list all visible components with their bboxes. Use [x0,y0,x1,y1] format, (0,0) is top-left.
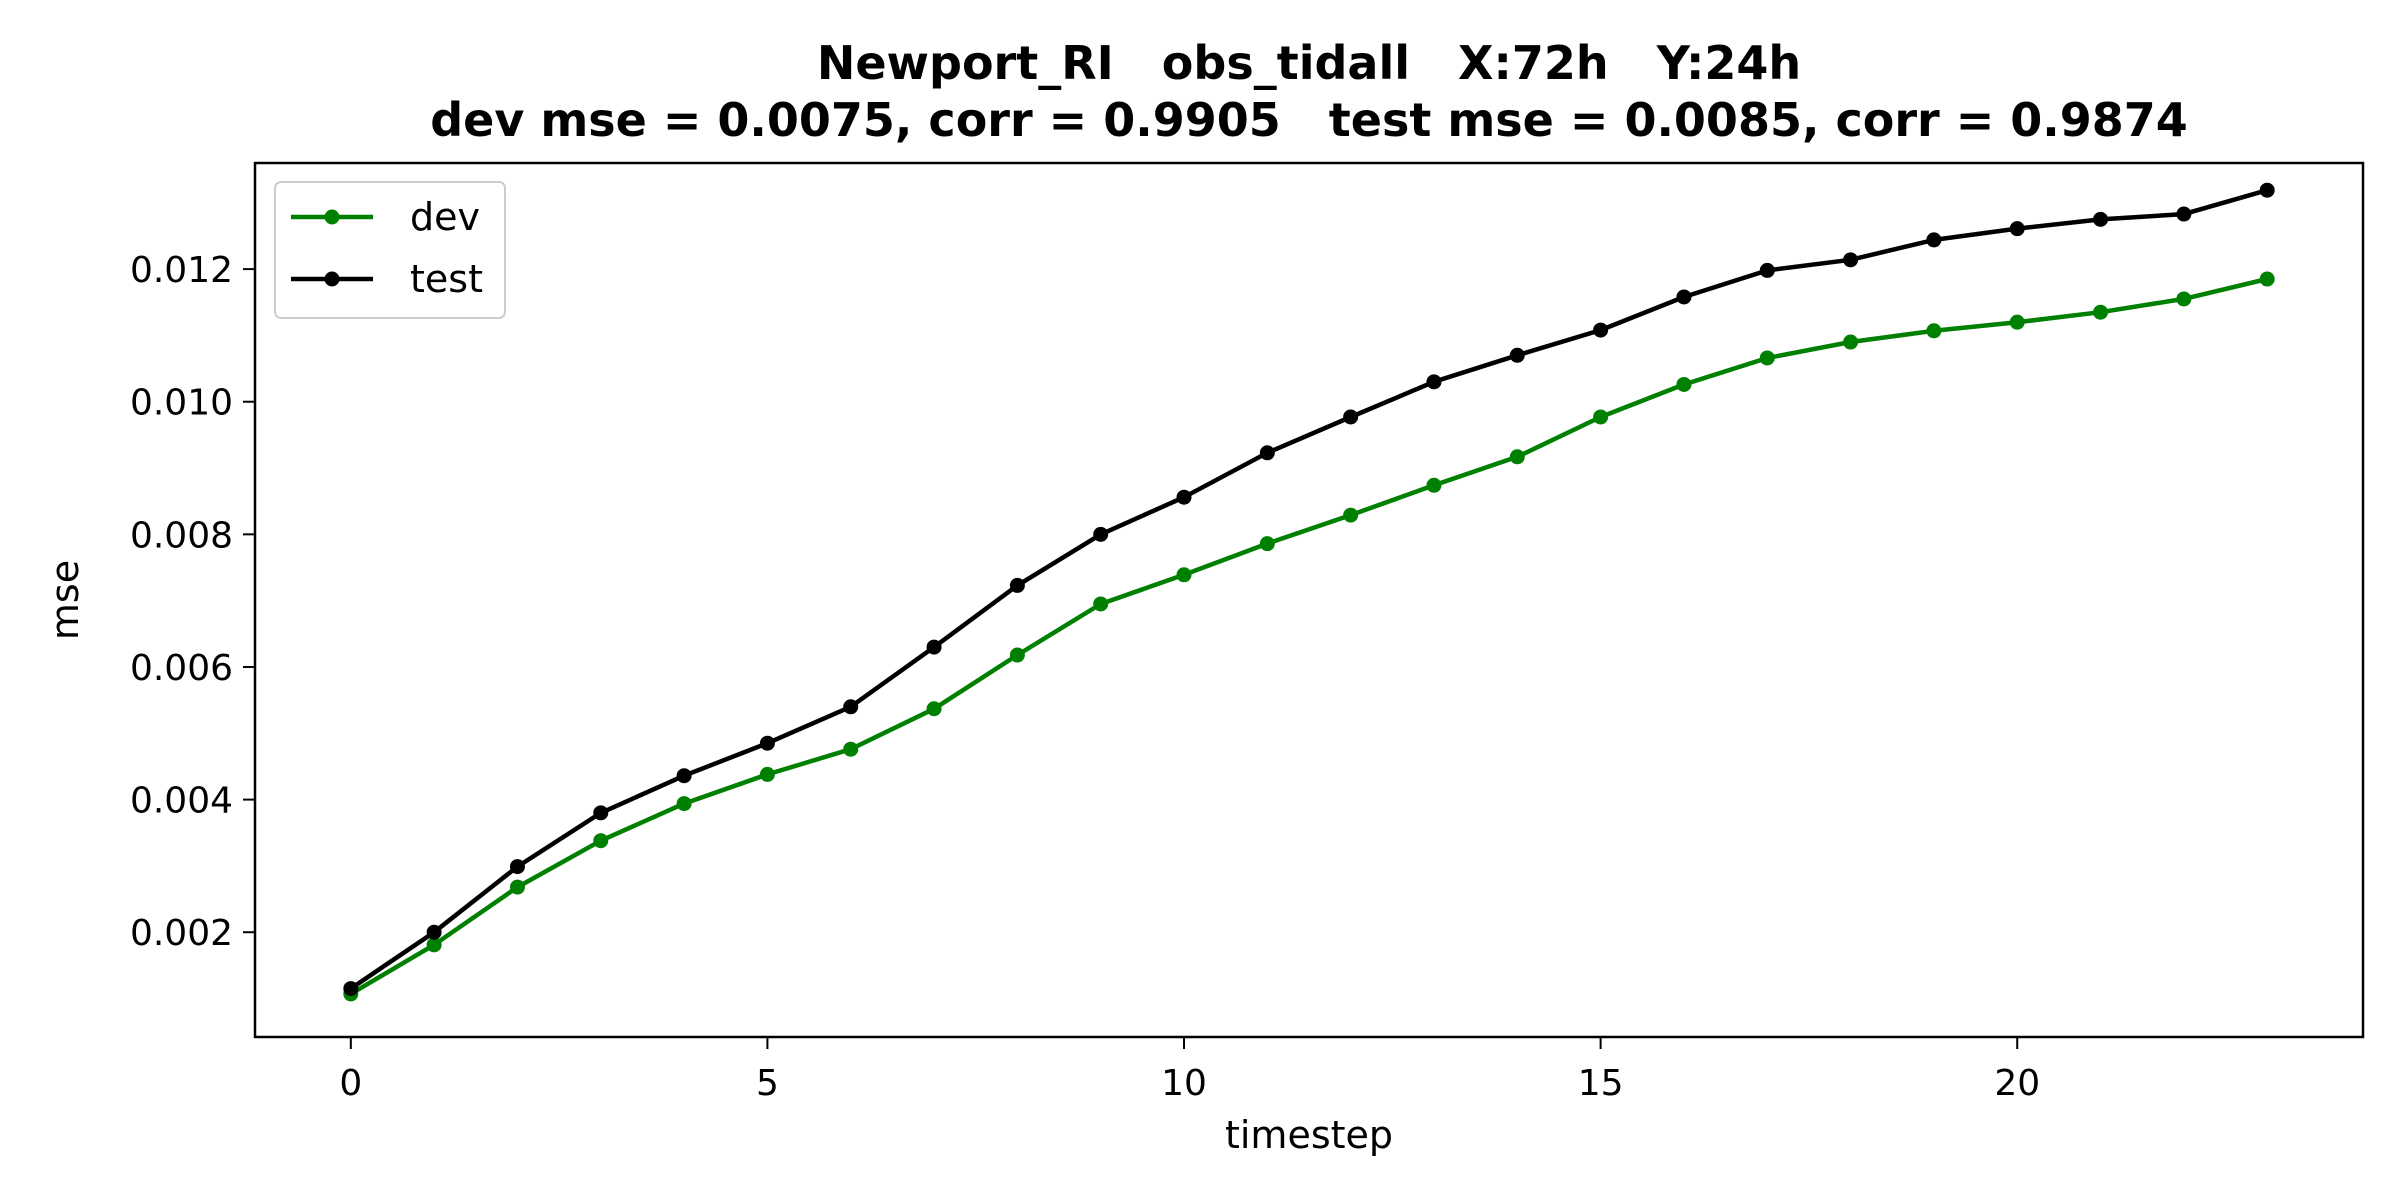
data-point-dev [1176,567,1192,583]
x-tick-label: 10 [1161,1063,1207,1104]
legend-label-dev: dev [410,195,480,239]
data-point-test [2176,206,2192,222]
data-point-dev [1676,376,1692,392]
data-point-dev [2009,314,2025,330]
data-point-test [1926,232,1942,248]
x-tick-label: 20 [1994,1063,2040,1104]
chart-subtitle: dev mse = 0.0075, corr = 0.9905 test mse… [430,93,2188,147]
data-point-test [1676,289,1692,305]
x-axis-label: timestep [1225,1113,1393,1157]
x-tick-label: 15 [1578,1063,1624,1104]
data-point-dev [1509,449,1525,465]
data-point-test [759,735,775,751]
legend-label-test: test [410,257,483,301]
legend-marker-test [324,271,340,287]
data-point-test [1759,262,1775,278]
data-point-test [926,639,942,655]
data-point-dev [1009,647,1025,663]
data-point-test [1009,577,1025,593]
data-point-dev [2093,304,2109,320]
data-point-dev [759,766,775,782]
y-tick-label: 0.012 [130,250,233,291]
data-point-test [1093,526,1109,542]
data-point-dev [926,701,942,717]
data-point-test [343,981,359,997]
data-point-test [1426,374,1442,390]
x-tick-label: 0 [339,1063,362,1104]
series-line-test [349,188,2268,991]
data-point-dev [1343,507,1359,523]
y-tick-label: 0.008 [130,515,233,556]
series-line-dev [349,276,2268,996]
data-point-test [2259,182,2275,198]
data-point-test [509,859,525,875]
data-point-test [1343,409,1359,425]
chart-title: Newport_RI obs_tidall X:72h Y:24h [817,36,1801,90]
data-point-test [843,699,859,715]
legend-marker-dev [324,209,340,225]
data-point-dev [1093,596,1109,612]
data-point-test [426,924,442,940]
data-point-test [676,768,692,784]
data-point-dev [426,937,442,953]
data-point-test [1593,322,1609,338]
data-point-dev [1759,350,1775,366]
data-point-dev [1843,334,1859,350]
y-tick-label: 0.004 [130,781,233,822]
data-point-dev [843,741,859,757]
data-point-dev [2259,271,2275,287]
plot-frame [253,161,2365,1039]
y-tick-label: 0.010 [130,383,233,424]
x-tick-label: 5 [756,1063,779,1104]
data-point-dev [593,833,609,849]
y-tick-label: 0.002 [130,913,233,954]
data-point-dev [676,796,692,812]
data-point-test [1843,252,1859,268]
data-point-dev [1426,477,1442,493]
data-point-test [593,805,609,821]
data-point-dev [509,879,525,895]
data-point-test [1509,347,1525,363]
data-point-test [2093,211,2109,227]
data-point-dev [1926,323,1942,339]
data-point-dev [1259,536,1275,552]
data-point-test [1176,489,1192,505]
data-point-test [2009,221,2025,237]
plot-area: 0 5 10 15 20 0.002 0.004 0.006 0.008 0.010 0.012 de… [130,161,2365,1104]
data-point-test [1259,445,1275,461]
data-point-dev [1593,409,1609,425]
y-tick-label: 0.006 [130,648,233,689]
data-point-dev [2176,291,2192,307]
y-axis-label: mse [43,560,87,640]
